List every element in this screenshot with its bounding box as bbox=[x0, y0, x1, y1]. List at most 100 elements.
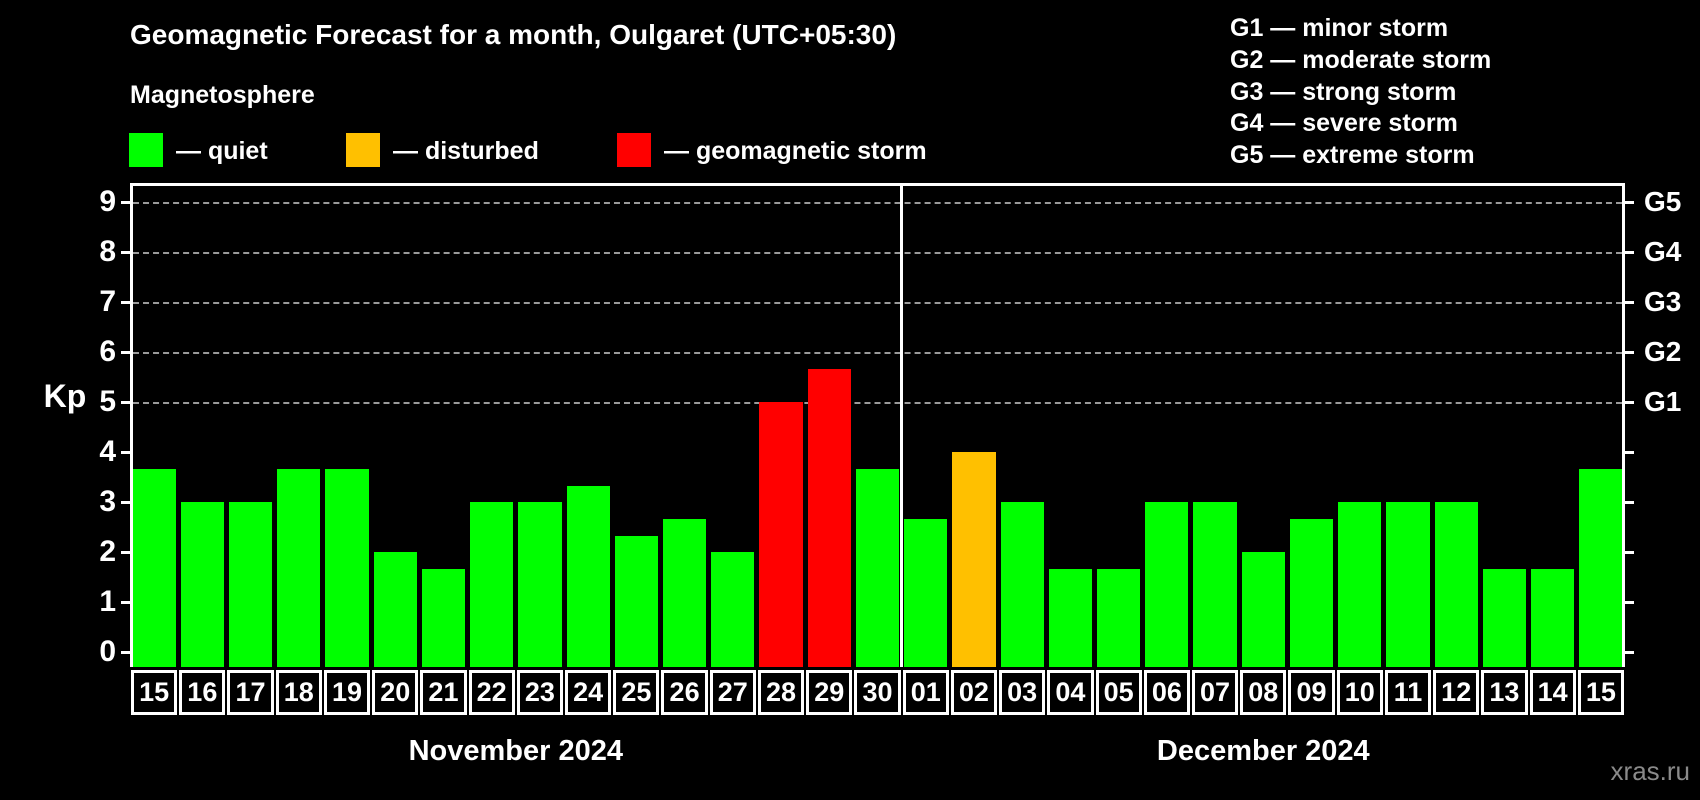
g-axis-label-g2: G2 bbox=[1644, 336, 1682, 367]
date-cell-08: 08 bbox=[1240, 670, 1287, 715]
page-title: Geomagnetic Forecast for a month, Oulgar… bbox=[130, 19, 897, 50]
g-legend-row-3: G3 — strong storm bbox=[1230, 77, 1457, 106]
g-axis-label-g4: G4 bbox=[1644, 236, 1682, 267]
watermark: xras.ru bbox=[1610, 756, 1690, 786]
kp-bar-06-quiet bbox=[1145, 502, 1189, 667]
y-tick-left-4 bbox=[121, 450, 130, 454]
disturbed-swatch bbox=[346, 133, 380, 167]
g-scale-legend: G1 — minor storm G2 — moderate storm G3 — … bbox=[1230, 13, 1491, 172]
kp-bar-21-quiet bbox=[421, 568, 466, 667]
kp-bar-26-quiet bbox=[662, 518, 707, 667]
date-cell-18: 18 bbox=[275, 670, 322, 715]
date-cell-09: 09 bbox=[1288, 670, 1335, 715]
kp-bar-16-quiet bbox=[180, 502, 224, 667]
date-cell-22: 22 bbox=[468, 670, 515, 715]
kp-bar-04-quiet bbox=[1048, 568, 1092, 667]
y-tick-right-2 bbox=[1625, 550, 1634, 554]
kp-bar-17-quiet bbox=[228, 502, 273, 667]
kp-bar-12-quiet bbox=[1434, 502, 1478, 667]
y-tick-right-8 bbox=[1625, 250, 1634, 254]
g-legend-row-1: G1 — minor storm bbox=[1230, 14, 1449, 42]
disturbed-legend-label: — disturbed bbox=[393, 137, 539, 165]
kp-bar-10-quiet bbox=[1338, 502, 1382, 667]
gridline-kp6 bbox=[133, 352, 1622, 354]
date-cell-23: 23 bbox=[516, 670, 564, 715]
kp-bar-08-quiet bbox=[1241, 552, 1285, 667]
storm-swatch bbox=[617, 133, 651, 167]
y-tick-label-8: 8 bbox=[99, 235, 116, 268]
date-cell-16: 16 bbox=[179, 670, 226, 715]
kp-bar-03-quiet bbox=[1000, 502, 1044, 667]
y-tick-right-1 bbox=[1625, 600, 1634, 604]
kp-bar-23-quiet bbox=[518, 502, 562, 667]
month-divider bbox=[900, 183, 904, 667]
kp-bar-13-quiet bbox=[1482, 568, 1527, 667]
gridline-kp7 bbox=[133, 302, 1622, 304]
storm-legend-label: — geomagnetic storm bbox=[664, 137, 927, 165]
y-tick-left-7 bbox=[121, 300, 130, 304]
kp-bar-01-quiet bbox=[904, 518, 948, 667]
date-cell-25: 25 bbox=[613, 670, 660, 715]
date-cell-13: 13 bbox=[1481, 670, 1528, 715]
date-cell-11: 11 bbox=[1384, 670, 1432, 715]
y-tick-left-2 bbox=[121, 550, 130, 554]
plot-frame bbox=[130, 183, 1625, 667]
gridline-kp5 bbox=[133, 402, 1622, 404]
kp-bar-15-quiet bbox=[132, 468, 176, 667]
kp-bar-22-quiet bbox=[470, 502, 514, 667]
date-cell-19: 19 bbox=[323, 670, 371, 715]
y-tick-left-0 bbox=[121, 650, 130, 654]
date-cell-17: 17 bbox=[227, 670, 274, 715]
date-cell-12: 12 bbox=[1433, 670, 1480, 715]
y-tick-right-4 bbox=[1625, 450, 1634, 454]
date-cell-28: 28 bbox=[757, 670, 805, 715]
y-tick-left-9 bbox=[121, 200, 130, 204]
y-tick-left-6 bbox=[121, 350, 130, 354]
date-cell-02: 02 bbox=[950, 670, 998, 715]
y-tick-label-3: 3 bbox=[99, 485, 116, 518]
gridline-kp8 bbox=[133, 252, 1622, 254]
date-cell-04: 04 bbox=[1047, 670, 1094, 715]
y-tick-label-5: 5 bbox=[99, 385, 116, 418]
y-tick-label-9: 9 bbox=[99, 185, 116, 218]
kp-bar-28-storm bbox=[759, 402, 803, 667]
y-tick-right-6 bbox=[1625, 350, 1634, 354]
date-cell-29: 29 bbox=[806, 670, 853, 715]
kp-bar-05-quiet bbox=[1097, 568, 1141, 667]
date-cell-20: 20 bbox=[372, 670, 419, 715]
quiet-legend-label: — quiet bbox=[176, 137, 268, 165]
g-legend-row-4: G4 — severe storm bbox=[1230, 109, 1458, 138]
date-cell-06: 06 bbox=[1143, 670, 1190, 715]
kp-bar-20-quiet bbox=[373, 552, 417, 667]
date-cell-26: 26 bbox=[661, 670, 708, 715]
y-tick-right-0 bbox=[1625, 650, 1634, 654]
y-tick-label-7: 7 bbox=[99, 285, 116, 318]
date-cell-30: 30 bbox=[854, 670, 901, 715]
y-tick-label-6: 6 bbox=[99, 335, 116, 368]
kp-bar-18-quiet bbox=[277, 468, 321, 667]
y-tick-left-1 bbox=[121, 600, 130, 604]
subtitle-magnetosphere: Magnetosphere bbox=[130, 81, 315, 109]
date-cell-05: 05 bbox=[1095, 670, 1142, 715]
y-tick-right-7 bbox=[1625, 300, 1634, 304]
kp-bar-29-storm bbox=[807, 368, 851, 667]
date-cell-15: 15 bbox=[1577, 670, 1624, 715]
y-tick-left-3 bbox=[121, 500, 130, 504]
date-cell-10: 10 bbox=[1336, 670, 1383, 715]
kp-bar-11-quiet bbox=[1386, 502, 1430, 667]
y-tick-left-8 bbox=[121, 250, 130, 254]
g-axis-label-g5: G5 bbox=[1644, 186, 1682, 217]
kp-bar-27-quiet bbox=[711, 552, 755, 667]
month-label-november: November 2024 bbox=[408, 735, 623, 767]
date-cell-15: 15 bbox=[131, 670, 178, 715]
date-cell-01: 01 bbox=[902, 670, 949, 715]
y-tick-right-3 bbox=[1625, 500, 1634, 504]
date-cell-24: 24 bbox=[565, 670, 612, 715]
date-cell-21: 21 bbox=[420, 670, 467, 715]
y-tick-right-9 bbox=[1625, 200, 1634, 204]
date-cell-03: 03 bbox=[999, 670, 1046, 715]
kp-bar-30-quiet bbox=[855, 468, 900, 667]
y-tick-right-5 bbox=[1625, 400, 1634, 404]
month-label-december: December 2024 bbox=[1156, 735, 1370, 767]
gridline-kp9 bbox=[133, 202, 1622, 204]
